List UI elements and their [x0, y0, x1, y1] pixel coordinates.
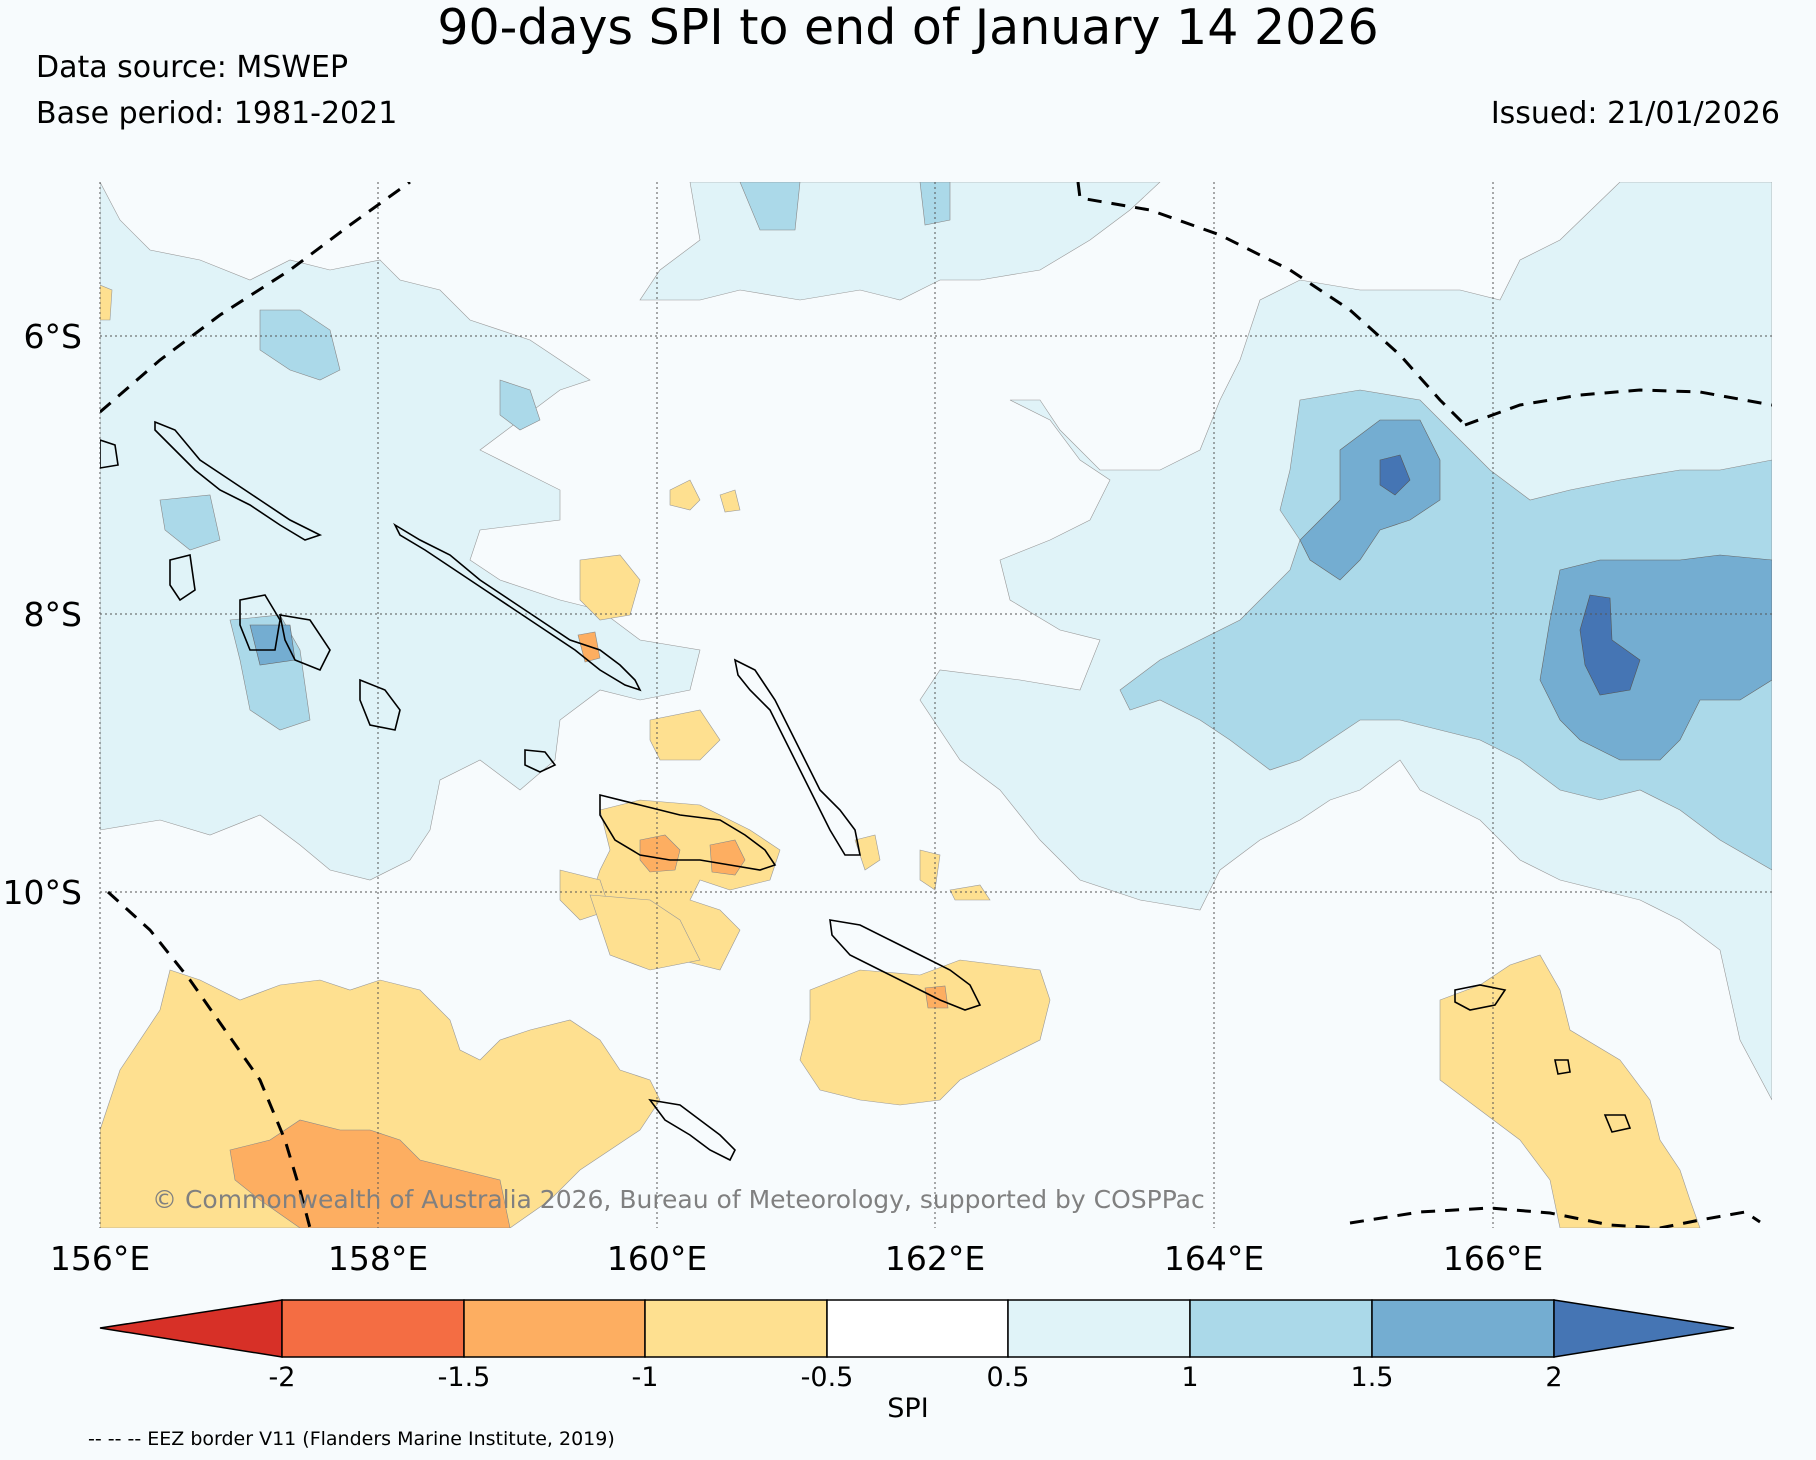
lat-label-8s: 8°S	[24, 595, 82, 634]
dry-mid-region-southwest	[229, 1119, 511, 1228]
dry-mid-region-small-4	[924, 985, 949, 1009]
lon-label-166e: 166°E	[1443, 1239, 1543, 1278]
lon-label-164e: 164°E	[1164, 1239, 1264, 1278]
eez-border-north	[1076, 182, 1467, 427]
colorbar-seg-below-2	[99, 1299, 283, 1358]
dry-light-region-small-3	[589, 894, 701, 971]
eez-borders	[100, 182, 1772, 1228]
eez-border-png-solomons	[100, 182, 411, 414]
dry-light-region-small-1	[649, 709, 721, 761]
dry-light-region-south-central	[799, 959, 1051, 1106]
wet-very-region-south	[1579, 594, 1641, 696]
island-vanikoro	[1554, 1059, 1571, 1075]
island-new-georgia-3	[278, 614, 331, 672]
dry-mid-region-small-1	[639, 834, 681, 873]
coastlines	[100, 420, 1632, 1162]
colorbar-tick: 2	[1545, 1362, 1563, 1393]
colorbar-tick: -1.5	[437, 1362, 491, 1393]
dry-light-region-small-6	[719, 489, 741, 513]
eez-footnote: -- -- -- EEZ border V11 (Flanders Marine…	[88, 1428, 615, 1450]
data-source-text: Data source: MSWEP	[36, 50, 349, 85]
colorbar-seg-above-2	[1553, 1299, 1735, 1358]
map-title: 90-days SPI to end of January 14 2026	[437, 0, 1379, 56]
wet-strong-region-north	[1299, 419, 1441, 581]
island-guadalcanal	[599, 793, 777, 871]
dry-light-region-small-5	[669, 479, 701, 511]
dry-light-region-small-7	[854, 834, 881, 871]
island-rennell	[648, 1098, 736, 1162]
colorbar-seg-5	[1007, 1299, 1191, 1358]
wet-mid-region-small-4	[739, 182, 801, 231]
colorbar-seg-1	[281, 1299, 465, 1358]
colorbar-seg-3	[644, 1299, 828, 1358]
island-russell	[359, 678, 401, 731]
island-new-georgia-2	[239, 594, 281, 651]
colorbar-seg-2	[463, 1299, 646, 1358]
eez-border-northeast	[1464, 388, 1772, 427]
wet-mid-region-small-3	[159, 494, 221, 551]
colorbar-seg-4	[826, 1299, 1009, 1358]
island-choiseul-santa-isabel	[154, 420, 323, 541]
island-santa-isabel	[393, 522, 642, 692]
spi-field	[100, 182, 1772, 1228]
island-florida	[524, 749, 557, 773]
colorbar-tick: 1.5	[1350, 1362, 1394, 1393]
copyright-text: © Commonwealth of Australia 2026, Bureau…	[152, 1185, 1205, 1214]
dry-light-region-small-4	[579, 554, 641, 621]
island-santa-cruz	[1454, 984, 1507, 1011]
island-makira	[829, 919, 982, 1011]
colorbar-seg-7	[1371, 1299, 1555, 1358]
dry-light-region-southeast	[1439, 954, 1701, 1228]
colorbar	[99, 1299, 1735, 1358]
colorbar-tick: 1	[1181, 1362, 1199, 1393]
colorbar-tick: -1	[631, 1362, 659, 1393]
wet-very-region-north	[1379, 454, 1411, 496]
graticule	[99, 182, 1772, 1228]
colorbar-label: SPI	[887, 1393, 929, 1424]
lat-label-6s: 6°S	[24, 317, 82, 356]
wet-mid-region-small-1	[499, 379, 541, 431]
colorbar-tick: -0.5	[800, 1362, 854, 1393]
colorbar-seg-6	[1189, 1299, 1373, 1358]
wet-mid-region-west	[259, 309, 341, 381]
base-period-text: Base period: 1981-2021	[36, 96, 398, 131]
lon-label-158e: 158°E	[328, 1239, 428, 1278]
dry-light-region-small-10	[100, 284, 113, 321]
colorbar-tick: -2	[268, 1362, 296, 1393]
lat-label-10s: 10°S	[3, 873, 82, 912]
island-new-georgia	[169, 554, 196, 602]
dry-light-region-small-8	[919, 849, 941, 891]
island-malaita	[733, 658, 861, 856]
lon-label-162e: 162°E	[885, 1239, 985, 1278]
island-tikopia	[1603, 1114, 1632, 1133]
colorbar-tick: 0.5	[986, 1362, 1030, 1393]
lon-label-156e: 156°E	[50, 1239, 150, 1278]
island-shortland	[100, 439, 119, 469]
issued-date-text: Issued: 21/01/2026	[1490, 96, 1780, 131]
lon-label-160e: 160°E	[607, 1239, 707, 1278]
